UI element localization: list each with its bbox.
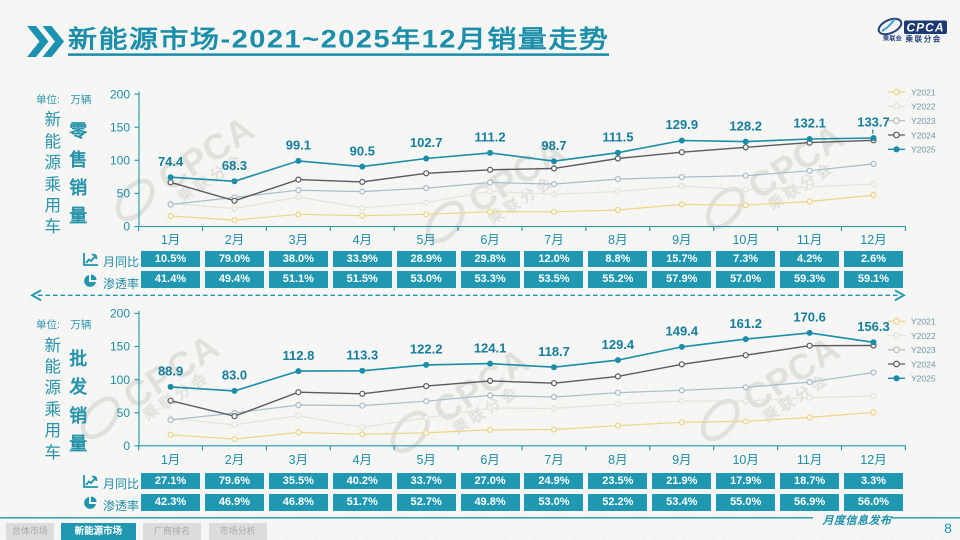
svg-text:5月: 5月 bbox=[416, 233, 435, 247]
svg-text:0: 0 bbox=[123, 220, 130, 234]
svg-text:Y2024: Y2024 bbox=[911, 359, 936, 369]
svg-text:11月: 11月 bbox=[797, 453, 822, 467]
svg-text:6月: 6月 bbox=[480, 453, 499, 467]
svg-text:10月: 10月 bbox=[732, 453, 758, 467]
svg-text:170.6: 170.6 bbox=[793, 310, 826, 325]
svg-text:乘联会: 乘联会 bbox=[882, 35, 903, 43]
svg-text:9月: 9月 bbox=[672, 453, 691, 467]
svg-text:111.2: 111.2 bbox=[475, 130, 506, 145]
svg-text:98.7: 98.7 bbox=[541, 138, 566, 153]
svg-text:12月: 12月 bbox=[860, 453, 886, 467]
svg-text:6月: 6月 bbox=[480, 233, 499, 247]
svg-text:132.1: 132.1 bbox=[793, 116, 826, 131]
svg-text:88.9: 88.9 bbox=[158, 364, 183, 379]
svg-text:200: 200 bbox=[110, 87, 130, 101]
svg-text:1月: 1月 bbox=[161, 233, 180, 247]
svg-text:113.3: 113.3 bbox=[346, 348, 378, 363]
svg-text:8月: 8月 bbox=[608, 233, 627, 247]
svg-text:68.3: 68.3 bbox=[222, 158, 247, 173]
svg-text:3月: 3月 bbox=[289, 233, 308, 247]
svg-text:12月: 12月 bbox=[860, 233, 886, 247]
svg-text:74.4: 74.4 bbox=[158, 154, 184, 169]
svg-text:102.7: 102.7 bbox=[410, 135, 443, 150]
svg-text:149.4: 149.4 bbox=[666, 324, 699, 339]
svg-text:124.1: 124.1 bbox=[474, 340, 507, 355]
svg-text:5月: 5月 bbox=[416, 453, 435, 467]
svg-text:129.9: 129.9 bbox=[666, 117, 699, 132]
svg-text:90.5: 90.5 bbox=[350, 143, 375, 158]
svg-text:156.3: 156.3 bbox=[857, 319, 890, 334]
svg-text:10月: 10月 bbox=[732, 233, 758, 247]
svg-text:129.4: 129.4 bbox=[602, 337, 635, 352]
svg-text:118.7: 118.7 bbox=[538, 344, 570, 359]
svg-text:7月: 7月 bbox=[544, 233, 563, 247]
svg-text:112.8: 112.8 bbox=[282, 348, 314, 363]
svg-text:4月: 4月 bbox=[353, 233, 372, 247]
svg-text:50: 50 bbox=[117, 406, 131, 420]
svg-text:Y2025: Y2025 bbox=[911, 145, 936, 155]
svg-text:CPCA: CPCA bbox=[906, 21, 944, 35]
svg-text:111.5: 111.5 bbox=[602, 129, 633, 144]
svg-text:2月: 2月 bbox=[225, 453, 244, 467]
svg-text:8月: 8月 bbox=[608, 453, 627, 467]
svg-text:Y2022: Y2022 bbox=[911, 331, 936, 341]
svg-text:Y2023: Y2023 bbox=[911, 345, 936, 355]
svg-text:150: 150 bbox=[110, 120, 130, 134]
svg-text:乘联分会: 乘联分会 bbox=[905, 34, 942, 44]
svg-text:9月: 9月 bbox=[672, 233, 691, 247]
svg-text:150: 150 bbox=[110, 340, 130, 354]
svg-text:4月: 4月 bbox=[353, 453, 372, 467]
svg-text:2月: 2月 bbox=[225, 233, 244, 247]
svg-text:Y2021: Y2021 bbox=[911, 317, 936, 327]
svg-text:133.7: 133.7 bbox=[857, 115, 890, 130]
svg-text:0: 0 bbox=[123, 439, 130, 453]
svg-text:11月: 11月 bbox=[797, 233, 822, 247]
svg-text:83.0: 83.0 bbox=[222, 368, 247, 383]
svg-text:1月: 1月 bbox=[161, 453, 180, 467]
svg-text:100: 100 bbox=[110, 154, 130, 168]
svg-text:128.2: 128.2 bbox=[729, 118, 762, 133]
svg-text:200: 200 bbox=[110, 307, 130, 321]
svg-text:100: 100 bbox=[110, 373, 130, 387]
svg-text:Y2022: Y2022 bbox=[911, 102, 936, 112]
svg-text:3月: 3月 bbox=[289, 453, 308, 467]
svg-text:Y2021: Y2021 bbox=[911, 87, 936, 97]
svg-text:7月: 7月 bbox=[544, 453, 563, 467]
svg-text:Y2024: Y2024 bbox=[911, 130, 936, 140]
svg-text:Y2023: Y2023 bbox=[911, 116, 936, 126]
svg-text:99.1: 99.1 bbox=[286, 138, 311, 153]
svg-text:50: 50 bbox=[117, 187, 131, 201]
svg-text:122.2: 122.2 bbox=[410, 342, 443, 357]
svg-text:161.2: 161.2 bbox=[729, 316, 762, 331]
svg-text:Y2025: Y2025 bbox=[911, 374, 936, 384]
